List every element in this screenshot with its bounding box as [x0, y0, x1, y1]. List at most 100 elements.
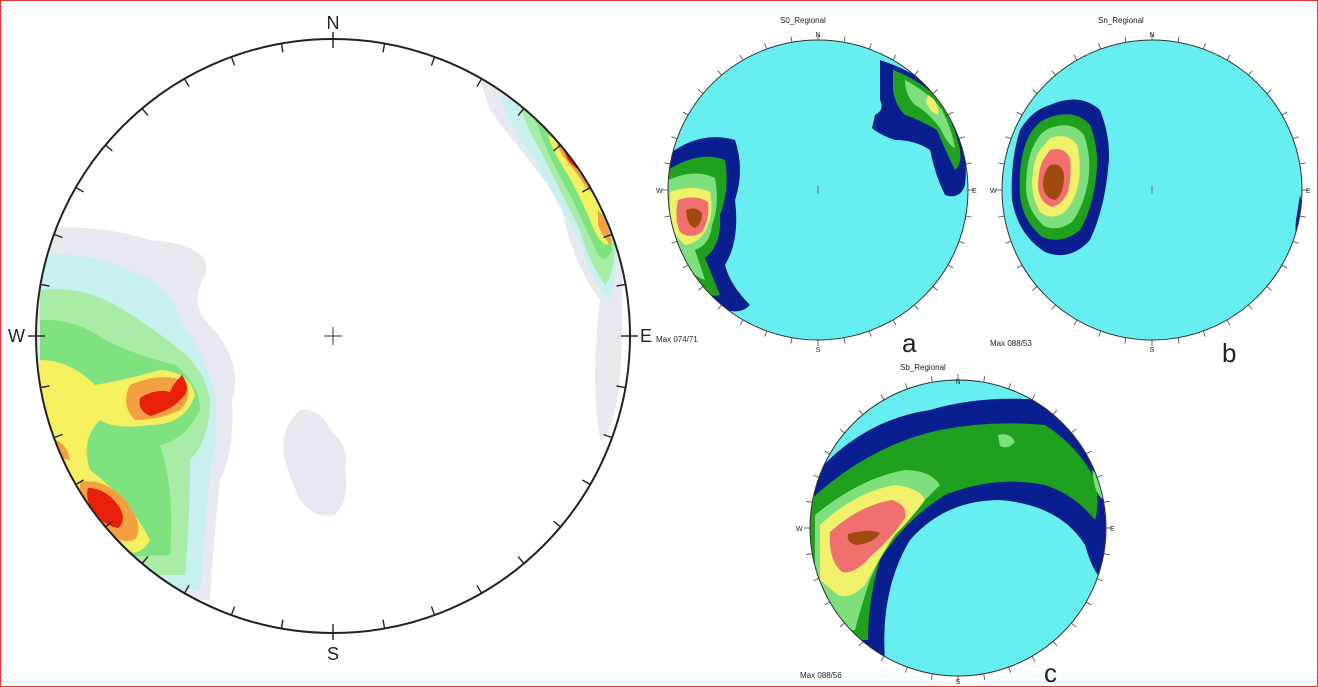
net-tick [603, 233, 613, 239]
net-a-max-label: Max 074/71 [656, 335, 698, 344]
net-tick [998, 215, 1005, 218]
net-tick [1096, 474, 1103, 478]
net-tick [230, 606, 236, 616]
net-tick [430, 606, 436, 616]
net-tick [105, 520, 113, 528]
net-tick [965, 162, 972, 165]
main-contour-yellow-east [548, 135, 608, 245]
net-tick [1281, 111, 1288, 116]
net-tick [553, 144, 561, 152]
net-tick [1086, 450, 1092, 455]
net-tick [183, 78, 190, 87]
net-tick [868, 330, 872, 337]
net-tick [1248, 70, 1253, 76]
net-b-west-label: W [990, 188, 997, 195]
net-b-south-label: S [1150, 347, 1155, 354]
net-tick [1177, 337, 1180, 344]
net-a-east-label: E [972, 188, 977, 195]
net-tick [813, 474, 820, 478]
net-tick [958, 136, 965, 140]
net-tick [1051, 304, 1056, 310]
net-tick [1103, 500, 1110, 503]
net-tick [1098, 330, 1102, 337]
net-tick [824, 601, 830, 606]
main-south-label: S [327, 644, 339, 664]
net-tick [1124, 36, 1127, 43]
net-tick [764, 330, 768, 337]
net-tick [1299, 215, 1306, 218]
main-contour-lightgreen-east [520, 105, 615, 285]
net-tick [790, 36, 793, 43]
net-b-contours [1011, 99, 1302, 256]
net-tick [790, 337, 793, 344]
main-net-ticks [36, 39, 630, 633]
net-tick [1032, 89, 1038, 94]
net-tick [806, 553, 813, 556]
net-b-north-label: N [1149, 32, 1154, 39]
net-tick [839, 428, 845, 434]
net-tick [53, 233, 63, 239]
net-tick [839, 622, 845, 628]
net-tick [998, 162, 1005, 165]
net-tick [1073, 319, 1078, 326]
net-tick [382, 619, 386, 629]
net-tick [947, 264, 954, 269]
stereonet-a: S0_Regional N S E W Max 074/71 a [656, 16, 977, 358]
net-tick [1032, 286, 1038, 291]
net-tick [1098, 43, 1102, 50]
net-tick [1016, 111, 1023, 116]
net-tick [930, 376, 933, 383]
net-tick [1052, 409, 1058, 415]
net-c-contours [810, 398, 1106, 660]
net-c-contour-lightgreen-spot [998, 434, 1015, 448]
net-tick [1071, 622, 1077, 628]
net-tick [843, 36, 846, 43]
net-tick [813, 578, 820, 582]
net-b-ticks [996, 34, 1308, 346]
net-tick [1016, 264, 1023, 269]
net-tick [141, 556, 149, 564]
net-tick [914, 304, 919, 310]
net-b-contour-core [1043, 164, 1064, 200]
net-tick [1051, 70, 1056, 76]
main-contour-grey-center [283, 409, 347, 516]
net-tick [1031, 394, 1036, 400]
net-tick [1202, 330, 1206, 337]
main-contour-red-b [87, 488, 123, 528]
net-tick [904, 383, 908, 390]
net-tick [843, 337, 846, 344]
net-tick [983, 376, 986, 383]
net-c-title: Sb_Regional [900, 363, 946, 372]
net-tick [983, 673, 986, 680]
net-c-east-label: E [1110, 526, 1115, 533]
net-tick [932, 89, 938, 94]
main-contour-red-a [139, 375, 187, 416]
net-tick [1005, 240, 1012, 244]
net-tick [1299, 162, 1306, 165]
net-tick [141, 108, 149, 116]
net-tick [892, 54, 897, 61]
net-tick [230, 56, 236, 66]
net-tick [868, 43, 872, 50]
net-tick [1052, 641, 1058, 647]
net-tick [582, 479, 591, 486]
net-tick [1177, 36, 1180, 43]
net-tick [932, 286, 938, 291]
net-tick [1266, 89, 1272, 94]
net-tick [616, 283, 626, 287]
net-tick [1086, 601, 1092, 606]
net-tick [858, 409, 864, 415]
net-a-contour-yellow-ne [926, 95, 939, 115]
net-tick [1071, 428, 1077, 434]
net-tick [1248, 304, 1253, 310]
net-tick [183, 585, 190, 594]
net-a-contour-lightgreen-ne [905, 80, 955, 148]
net-tick [476, 78, 483, 87]
net-tick [603, 433, 613, 439]
net-b-title: Sn_Regional [1098, 16, 1144, 25]
net-c-south-label: S [956, 679, 961, 686]
net-tick [1124, 337, 1127, 344]
net-tick [739, 319, 744, 326]
net-tick [930, 673, 933, 680]
